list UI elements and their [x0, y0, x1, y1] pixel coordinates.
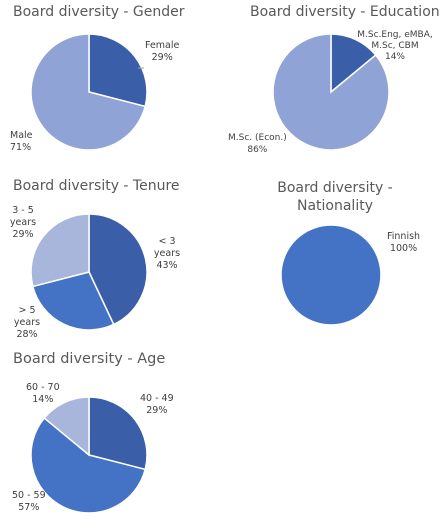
- pie-education: [272, 33, 390, 151]
- slice-label-60-70: 60 - 70 14%: [26, 382, 60, 406]
- category-label: 60 - 70: [26, 382, 60, 393]
- chart-title: Board diversity - Gender: [13, 4, 185, 20]
- category-label: M.Sc.Eng, eMBA, M.Sc, CBM: [357, 30, 433, 51]
- slice-label-female: Female 29%: [145, 40, 179, 64]
- slice-label-msc-eng: M.Sc.Eng, eMBA, M.Sc, CBM 14%: [352, 30, 438, 63]
- slice-label-over-5: > 5 years 28%: [10, 305, 44, 341]
- value-label: 71%: [10, 142, 32, 153]
- pie-age: [30, 396, 148, 514]
- pie-slice-female: [88, 33, 148, 108]
- pie-tenure: [30, 213, 148, 331]
- value-label: 29%: [12, 229, 34, 240]
- chart-title: Board diversity - Nationality: [277, 180, 393, 214]
- value-label: 28%: [16, 329, 38, 340]
- category-label: Finnish: [387, 231, 421, 242]
- value-label: 14%: [384, 52, 405, 62]
- slice-label-50-59: 50 - 59 57%: [12, 490, 46, 514]
- chart-title: Board diversity - Age: [13, 351, 166, 367]
- category-label: Female: [145, 40, 180, 51]
- value-label: 57%: [18, 502, 40, 513]
- pie-slice-male: [30, 33, 147, 151]
- slice-label-finnish: Finnish 100%: [387, 231, 420, 255]
- value-label: 29%: [151, 52, 173, 63]
- slice-label-40-49: 40 - 49 29%: [140, 393, 174, 417]
- pie-slice-m-sc-eng-emba-m-sc-cbm: [330, 33, 377, 94]
- slice-label-under-3: < 3 years 43%: [148, 236, 186, 272]
- value-label: 100%: [389, 243, 418, 254]
- pie-slice-m-sc-econ: [272, 33, 390, 151]
- pie-slice-3-5-years: [30, 213, 90, 288]
- pie-slice-3-years: [88, 213, 148, 326]
- pie-nationality: [280, 224, 382, 326]
- value-label: 43%: [156, 260, 178, 271]
- value-label: 86%: [247, 145, 268, 155]
- category-label: 50 - 59: [12, 490, 46, 501]
- chart-title: Board diversity - Education: [250, 4, 440, 20]
- category-label: M.Sc. (Econ.): [228, 133, 287, 143]
- chart-title: Board diversity - Tenure: [13, 178, 180, 194]
- value-label: 29%: [146, 405, 168, 416]
- category-label: Male: [10, 130, 33, 141]
- pie-slice-60-70: [43, 396, 90, 457]
- pie-slice-5-years: [31, 271, 115, 331]
- category-label: > 5 years: [13, 305, 41, 328]
- pie-gender: [30, 33, 148, 151]
- slice-label-male: Male 71%: [10, 130, 33, 154]
- category-label: 40 - 49: [140, 393, 174, 404]
- slice-label-3-5: 3 - 5 years 29%: [6, 205, 40, 241]
- category-label: 3 - 5 years: [9, 205, 37, 228]
- category-label: < 3 years: [153, 236, 181, 259]
- pie-slice-50-59: [30, 416, 147, 514]
- pie-slice-finnish: [280, 224, 382, 326]
- value-label: 14%: [32, 394, 54, 405]
- pie-slice-40-49: [88, 396, 148, 471]
- slice-label-msc-econ: M.Sc. (Econ.) 86%: [228, 132, 287, 156]
